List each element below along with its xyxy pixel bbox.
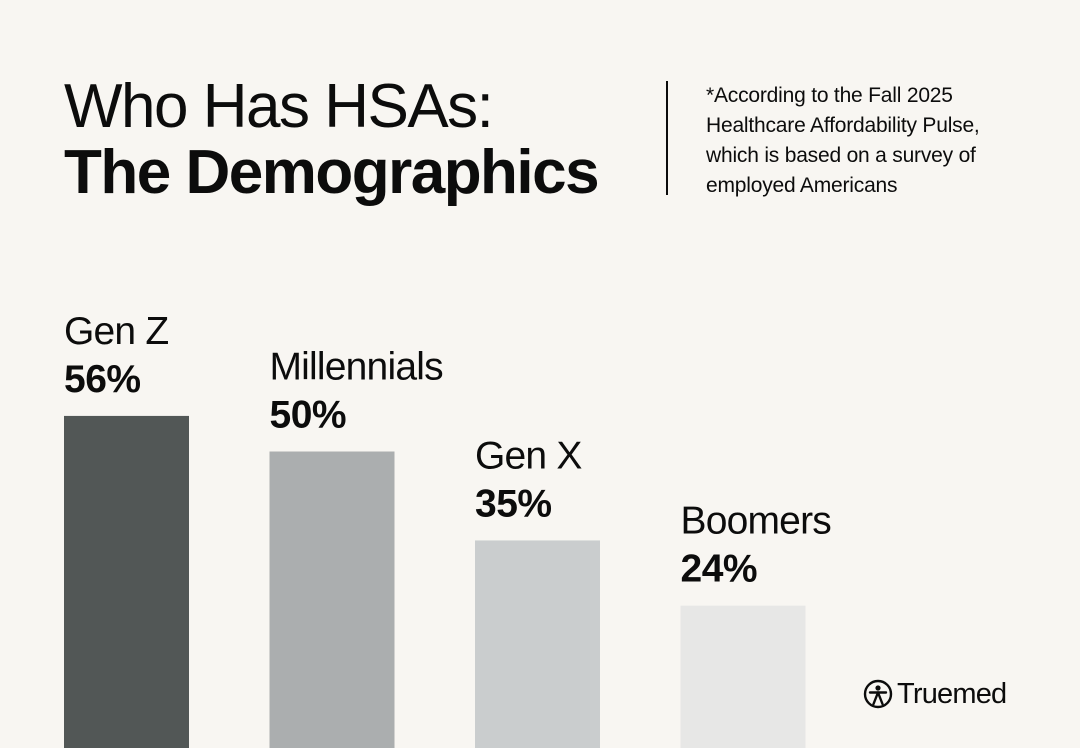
bar-category-label: Millennials [270,346,444,389]
bar-category-label: Gen X [475,434,582,477]
bar-category-label: Boomers [681,500,832,543]
header-divider [666,81,668,195]
person-circle-icon [863,679,893,709]
footnote: *According to the Fall 2025 Healthcare A… [706,81,1046,201]
footnote-line: *According to the Fall 2025 [706,84,953,107]
bar [680,605,806,748]
bar [269,451,395,748]
footnote-line: employed Americans [706,174,898,197]
title-line-2: The Demographics [64,138,600,207]
footnote-line: Healthcare Affordability Pulse, [706,114,980,137]
bar-value-label: 56% [64,358,141,401]
bar [475,540,600,748]
brand-name: Truemed [897,678,1007,710]
footnote-line: which is based on a survey of [706,144,976,167]
title-line-1: Who Has HSAs: [64,72,494,141]
bar-value-label: 50% [270,394,347,437]
truemed-logo: Truemed [863,676,1007,712]
bar-category-label: Gen Z [64,310,168,353]
bar-value-label: 24% [681,548,758,591]
bar-value-label: 35% [475,482,552,525]
bar [64,415,189,748]
